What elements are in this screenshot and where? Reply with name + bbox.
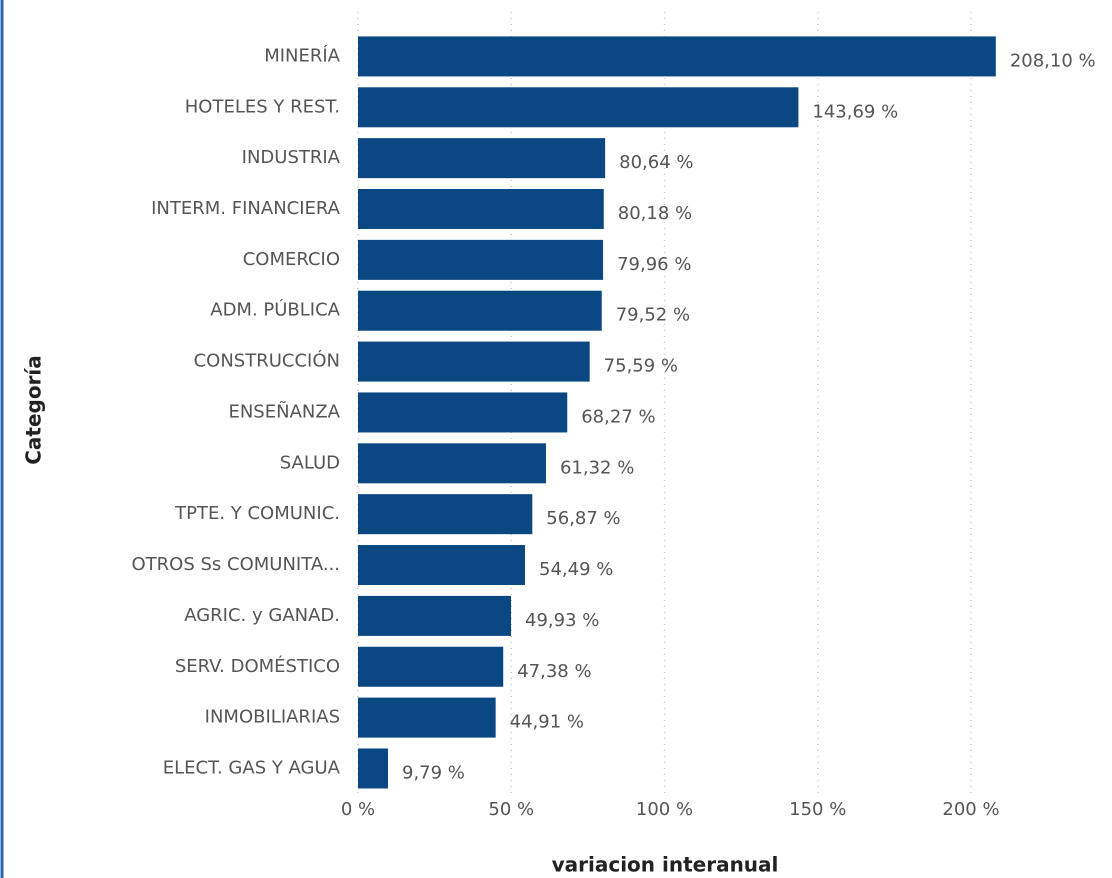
value-label: 54,49 % xyxy=(539,559,613,580)
bar xyxy=(358,748,389,789)
value-label: 47,38 % xyxy=(517,661,591,682)
y-tick-label: INDUSTRIA xyxy=(242,147,341,168)
value-label: 75,59 % xyxy=(604,356,678,377)
value-label: 80,18 % xyxy=(618,203,692,224)
x-tick-label: 100 % xyxy=(636,799,693,820)
y-tick-label: CONSTRUCCIÓN xyxy=(194,350,340,372)
value-label: 9,79 % xyxy=(402,762,465,783)
x-axis-title: variacion interanual xyxy=(552,853,779,877)
x-tick-label: 0 % xyxy=(341,799,375,820)
y-axis-title: Categoría xyxy=(22,355,46,465)
bar xyxy=(358,290,602,331)
y-tick-label: AGRIC. y GANAD. xyxy=(184,605,340,626)
y-tick-label: MINERÍA xyxy=(264,44,340,66)
bar xyxy=(358,239,604,280)
value-label: 208,10 % xyxy=(1010,50,1096,71)
bar xyxy=(358,138,606,179)
bar xyxy=(358,595,512,636)
y-tick-label: SERV. DOMÉSTICO xyxy=(175,655,340,677)
bar xyxy=(358,443,546,484)
x-tick-label: 50 % xyxy=(488,799,534,820)
value-label: 80,64 % xyxy=(619,152,693,173)
bar xyxy=(358,87,799,128)
x-tick-label: 150 % xyxy=(789,799,846,820)
bar xyxy=(358,646,504,687)
y-tick-label: TPTE. Y COMUNIC. xyxy=(174,503,340,524)
y-tick-label: ENSEÑANZA xyxy=(228,400,340,422)
value-label: 44,91 % xyxy=(510,712,584,733)
bar xyxy=(358,392,568,433)
y-tick-label: ELECT. GAS Y AGUA xyxy=(163,757,341,778)
value-label: 61,32 % xyxy=(560,457,634,478)
value-label: 79,52 % xyxy=(616,305,690,326)
bar xyxy=(358,494,533,535)
value-label: 79,96 % xyxy=(617,254,691,275)
y-tick-label: SALUD xyxy=(280,452,340,473)
value-label: 49,93 % xyxy=(525,610,599,631)
bar xyxy=(358,341,590,382)
value-label: 68,27 % xyxy=(581,406,655,427)
bar xyxy=(358,189,604,230)
value-label: 56,87 % xyxy=(546,508,620,529)
y-tick-label: OTROS Ss COMUNITA... xyxy=(132,554,341,575)
y-tick-label: HOTELES Y REST. xyxy=(185,96,340,117)
x-tick-label: 200 % xyxy=(942,799,999,820)
y-tick-label: INMOBILIARIAS xyxy=(205,707,340,728)
value-label: 143,69 % xyxy=(812,101,898,122)
bar xyxy=(358,36,996,77)
y-tick-label: ADM. PÚBLICA xyxy=(210,299,340,321)
bar xyxy=(358,697,496,738)
y-tick-label: COMERCIO xyxy=(243,249,340,270)
bar xyxy=(358,545,526,586)
y-tick-label: INTERM. FINANCIERA xyxy=(151,198,341,219)
